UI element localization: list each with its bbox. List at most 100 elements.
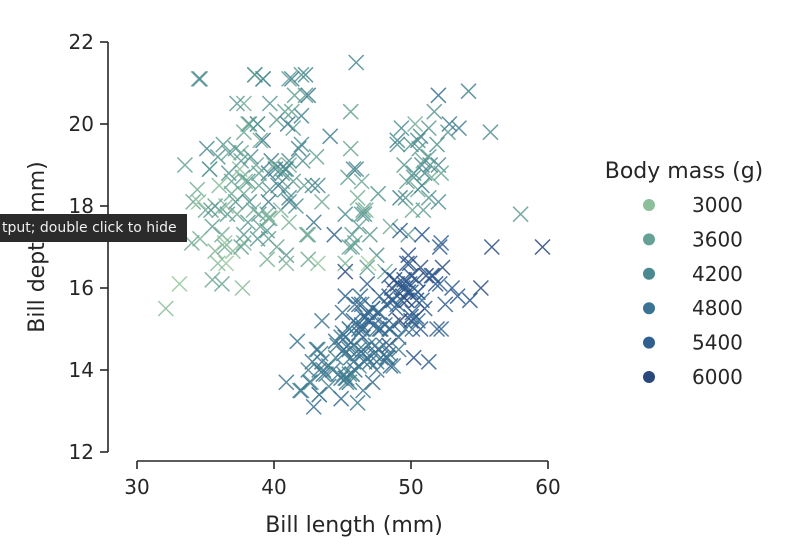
data-point (270, 177, 287, 194)
data-point (300, 251, 317, 268)
data-point (213, 226, 230, 243)
data-point (413, 226, 430, 243)
data-point (201, 161, 218, 178)
data-point (389, 132, 406, 149)
data-point (227, 140, 244, 157)
data-point (418, 267, 435, 284)
data-point (278, 247, 295, 264)
data-point (345, 161, 362, 178)
data-point (408, 271, 425, 288)
data-point (346, 361, 363, 379)
points-layer (157, 54, 551, 415)
data-point (239, 173, 257, 190)
data-point (293, 136, 310, 153)
data-point (278, 255, 295, 272)
data-point (434, 259, 451, 276)
data-point (412, 259, 429, 276)
data-point (431, 275, 448, 292)
data-point (216, 238, 233, 256)
data-point (360, 255, 377, 272)
data-point (430, 193, 447, 210)
data-point (309, 255, 326, 272)
data-point (190, 70, 207, 87)
data-point (191, 70, 209, 87)
data-point (342, 349, 359, 366)
data-point (348, 54, 365, 71)
data-point (304, 177, 321, 194)
data-point (437, 296, 454, 313)
data-point (346, 296, 363, 313)
data-point (341, 238, 358, 256)
data-point (378, 349, 395, 366)
data-point (259, 222, 276, 239)
legend-swatch (643, 336, 655, 349)
y-tick-label: 12 (69, 440, 94, 464)
legend-label: 6000 (692, 365, 743, 389)
data-point (449, 288, 466, 305)
data-point (420, 189, 437, 206)
data-point (405, 349, 422, 366)
data-point (265, 156, 283, 174)
data-point (404, 304, 421, 321)
data-point (157, 300, 174, 317)
data-point (283, 103, 300, 120)
data-point (483, 238, 500, 256)
data-point (337, 255, 354, 272)
data-point (390, 341, 407, 358)
data-point (215, 136, 232, 153)
data-point (255, 70, 272, 87)
data-point (381, 345, 398, 362)
data-point (293, 66, 310, 83)
data-point (472, 279, 489, 297)
data-point (255, 132, 272, 149)
data-point (428, 320, 446, 338)
data-point (393, 120, 410, 137)
data-point (228, 95, 246, 112)
data-point (268, 238, 285, 256)
data-point (342, 103, 359, 120)
data-point (444, 279, 461, 297)
data-point (398, 255, 415, 272)
data-point (289, 333, 306, 350)
x-tick-label: 30 (124, 475, 149, 499)
data-point (482, 124, 499, 141)
legend-label: 3600 (692, 227, 743, 251)
data-point (342, 140, 359, 157)
data-point (209, 255, 226, 272)
data-point (261, 95, 278, 112)
data-point (404, 202, 421, 219)
data-point (320, 357, 337, 374)
data-point (344, 238, 361, 256)
data-point (405, 169, 422, 186)
data-point (176, 156, 193, 174)
data-point (250, 165, 267, 182)
data-point (191, 230, 209, 247)
legend-swatch (643, 199, 655, 211)
data-point (281, 152, 298, 169)
data-point (392, 222, 409, 239)
data-point (412, 128, 429, 145)
data-point (326, 226, 343, 243)
data-point (450, 120, 467, 137)
data-point (413, 156, 430, 174)
data-point (305, 214, 322, 231)
data-point (350, 296, 367, 313)
data-point (268, 111, 285, 128)
data-point (349, 394, 366, 411)
data-point (375, 337, 392, 354)
data-point (344, 226, 361, 243)
data-point (349, 189, 366, 206)
data-point (344, 366, 361, 383)
data-point (183, 234, 200, 251)
data-point (397, 320, 414, 338)
data-point (242, 148, 259, 165)
data-point (281, 70, 298, 87)
data-point (441, 115, 458, 133)
data-point (233, 238, 250, 256)
data-point (379, 349, 396, 366)
data-point (335, 366, 352, 383)
data-point (305, 398, 322, 415)
data-point (365, 345, 383, 362)
data-point (433, 320, 450, 338)
